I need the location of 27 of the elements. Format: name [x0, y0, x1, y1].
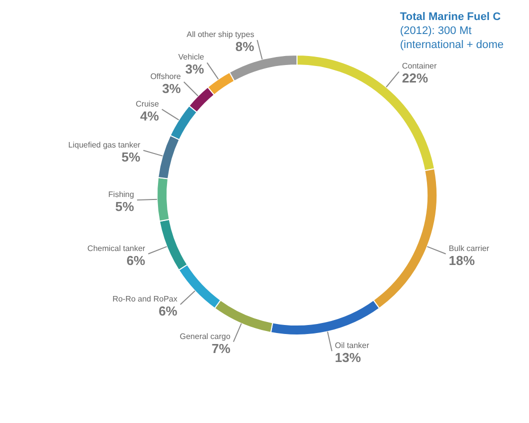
slice-label: Oil tanker: [334, 341, 370, 350]
data-label: 13%: [334, 350, 362, 366]
slice-label: Vehicle: [178, 52, 205, 62]
slice-label: General cargo: [180, 332, 231, 341]
chart-title: Total Marine Fuel C: [400, 10, 502, 24]
slice-label: Fishing: [108, 190, 134, 200]
data-label: 8%: [235, 39, 255, 54]
slice-label: Ro-Ro and RoPax: [112, 294, 178, 304]
text: (international + dome: [400, 38, 504, 52]
chart-subtitle: (2012): 300 Mt: [400, 24, 473, 38]
data-label: 5%: [122, 149, 141, 164]
slice-label: Bulk carrier: [448, 244, 490, 253]
slice-label: Container: [402, 62, 438, 71]
data-label: 5%: [115, 199, 135, 214]
data-label: 4%: [140, 108, 160, 124]
slice-label: Chemical tanker: [87, 244, 146, 253]
slice-label: Offshore: [150, 72, 182, 81]
slice-label: All other ship types: [186, 30, 254, 40]
slice-label: Liquefied gas tanker: [68, 140, 141, 150]
data-label: 22%: [402, 70, 428, 86]
data-label: 18%: [448, 252, 476, 268]
data-label: 6%: [158, 304, 178, 319]
slice-label: Cruise: [136, 99, 160, 108]
data-label: 3%: [162, 80, 182, 96]
data-label: 7%: [212, 340, 231, 356]
data-label: 6%: [126, 252, 146, 268]
data-label: 3%: [185, 62, 204, 77]
